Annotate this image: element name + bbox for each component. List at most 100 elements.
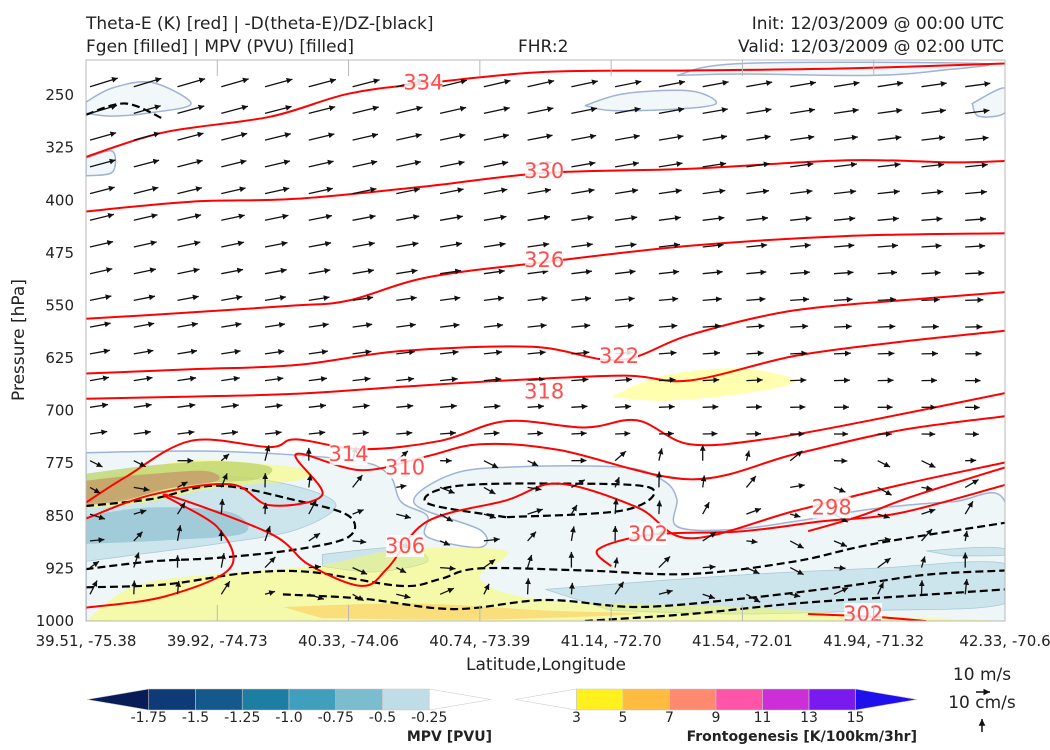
wind-vector — [658, 269, 680, 276]
wind-vector — [702, 564, 716, 571]
theta-e-label-bg — [525, 159, 564, 182]
wind-vector — [964, 479, 979, 488]
wind-vector — [965, 135, 989, 142]
wind-vector — [615, 215, 638, 221]
wind-vector — [352, 241, 375, 248]
y-tick-label: 1000 — [36, 612, 74, 630]
x-tick-label: 41.54, -72.01 — [692, 632, 793, 650]
wind-vector — [308, 593, 325, 601]
wind-vector — [133, 186, 159, 195]
wind-vector — [702, 215, 725, 222]
wind-vector — [877, 350, 895, 357]
wind-vector — [571, 403, 588, 410]
wind-vector — [177, 267, 200, 275]
header-title-line1: Theta-E (K) [red] | -D(theta-E)/DZ-[blac… — [86, 14, 434, 34]
wind-vector — [264, 375, 284, 382]
wind-vector — [483, 133, 510, 141]
wind-vector — [833, 323, 852, 330]
wind-vector — [483, 403, 501, 410]
wind-vector — [615, 269, 636, 275]
wind-vector — [308, 499, 317, 515]
wind-vector — [221, 348, 241, 355]
wind-vector — [483, 513, 496, 519]
wind-vector — [177, 186, 203, 195]
x-tick-label: 40.33, -74.06 — [298, 632, 399, 650]
wind-vector — [921, 216, 943, 222]
wind-vector — [877, 80, 904, 88]
wind-vector — [396, 593, 411, 600]
wind-vector — [702, 593, 716, 600]
wind-vector — [658, 106, 685, 115]
wind-vector — [264, 445, 271, 461]
wind-vector — [89, 348, 110, 355]
wind-vector — [221, 429, 239, 436]
wind-vector — [89, 513, 106, 520]
mpv-region — [971, 87, 1005, 118]
wind-vector — [396, 403, 414, 410]
wind-vector — [89, 158, 116, 168]
colorbar-swatch — [241, 688, 290, 711]
wind-vector — [615, 403, 632, 410]
wind-vector — [177, 375, 197, 382]
wind-vector — [570, 526, 576, 542]
wind-vector — [963, 530, 969, 542]
theta-e-label-bg — [844, 602, 883, 625]
wind-vector — [133, 402, 152, 409]
colorbar-tick-label: -1.5 — [182, 710, 209, 726]
wind-vector — [789, 450, 803, 462]
theta-e-contour — [595, 484, 1005, 568]
wind-vector — [658, 79, 686, 88]
wind-vector — [483, 322, 504, 329]
theta-e-label-bg — [329, 443, 368, 466]
reference-horizontal-label: 10 m/s — [953, 665, 1011, 685]
wind-vector — [483, 536, 500, 543]
wind-vector — [133, 267, 157, 275]
wind-vector — [702, 323, 721, 330]
wind-vector — [525, 578, 531, 595]
wind-vector — [527, 187, 552, 195]
wind-vector — [877, 242, 898, 249]
colorbar-swatch — [428, 688, 492, 711]
colorbar-tick-label: 15 — [847, 710, 865, 726]
wind-vector — [264, 159, 291, 168]
wind-vector — [746, 404, 762, 410]
wind-vector — [527, 508, 543, 515]
wind-vector — [571, 349, 590, 356]
wind-vector — [527, 376, 545, 383]
wind-vector — [396, 187, 421, 195]
wind-vector — [483, 214, 507, 221]
mpv-colorbar-label: MPV [PVU] — [407, 729, 492, 745]
theta-e-contour-label: 326 — [524, 248, 564, 272]
wind-vector — [89, 77, 118, 88]
wind-vector — [483, 79, 511, 88]
wind-vector — [264, 105, 292, 115]
reference-vector-key: 10 m/s 10 cm/s — [948, 665, 1016, 732]
wind-vector — [790, 296, 810, 303]
wind-vector — [483, 583, 490, 595]
wind-vector — [877, 107, 903, 115]
wind-vector — [658, 134, 684, 141]
wind-vector — [527, 133, 553, 141]
colorbar-swatch — [382, 688, 430, 711]
axes-layer: 39.51, -75.38 39.92, -74.73 40.33, -74.06 4… — [36, 60, 1050, 650]
wind-vector — [396, 483, 407, 490]
colorbar-tick-label: 3 — [572, 710, 581, 726]
wind-vector — [746, 507, 762, 515]
theta-e-contour-label: 298 — [812, 495, 852, 519]
wind-vector — [964, 500, 974, 515]
theta-e-label-bg — [525, 248, 564, 271]
wind-vector — [89, 212, 115, 221]
wind-vector — [746, 538, 758, 545]
wind-vector — [527, 295, 548, 302]
wind-vector — [833, 215, 856, 222]
wind-vector — [746, 161, 770, 168]
y-tick-label: 700 — [45, 402, 74, 420]
wind-vector — [571, 430, 587, 437]
colorbar-swatch — [855, 688, 918, 711]
wind-vector — [483, 349, 503, 356]
wind-vector — [746, 269, 767, 276]
wind-vector — [352, 159, 378, 168]
wind-vector — [264, 77, 293, 88]
wind-vector — [833, 540, 848, 547]
